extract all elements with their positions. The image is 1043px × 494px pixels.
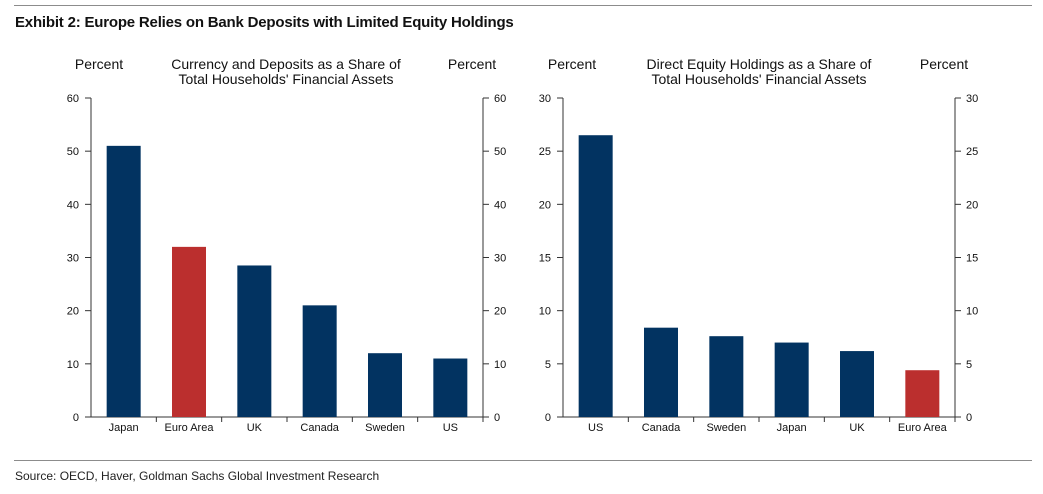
deposits-ytick-label-left: 20 <box>67 306 79 318</box>
deposits-chart: Percent Percent Currency and Deposits as a… <box>67 56 507 434</box>
deposits-bar-canada <box>302 305 337 417</box>
equity-ytick-label-right: 0 <box>966 412 972 424</box>
equity-xtick-label: Canada <box>642 422 681 434</box>
deposits-ytick-label-right: 60 <box>494 93 506 105</box>
deposits-ytick-label-right: 10 <box>494 359 506 371</box>
deposits-ylabel-right: Percent <box>448 56 496 72</box>
deposits-xtick-label: Sweden <box>365 422 405 434</box>
equity-xtick-label: Euro Area <box>898 422 948 434</box>
bottom-rule <box>14 460 1032 461</box>
equity-ytick-label-right: 5 <box>966 359 972 371</box>
equity-bar-euro-area <box>905 370 940 417</box>
deposits-bar-japan <box>106 145 141 417</box>
equity-title-line-2: Total Households' Financial Assets <box>651 71 866 87</box>
source-note: Source: OECD, Haver, Goldman Sachs Globa… <box>15 469 380 483</box>
deposits-bar-sweden <box>368 353 402 417</box>
equity-xtick-label: US <box>588 422 603 434</box>
deposits-ytick-label-right: 30 <box>494 253 506 265</box>
equity-ytick-label-left: 10 <box>539 306 551 318</box>
equity-bar-uk <box>840 351 874 417</box>
equity-ytick-label-left: 25 <box>539 146 551 158</box>
equity-bar-sweden <box>709 336 744 417</box>
equity-ytick-label-left: 0 <box>545 412 551 424</box>
deposits-bar-euro-area <box>172 246 206 417</box>
deposits-ytick-label-left: 30 <box>67 253 79 265</box>
exhibit-title: Exhibit 2: Europe Relies on Bank Deposit… <box>15 14 514 31</box>
deposits-ytick-label-right: 0 <box>494 412 500 424</box>
equity-ytick-label-right: 15 <box>966 253 978 265</box>
deposits-xtick-label: US <box>443 422 458 434</box>
equity-ylabel-left: Percent <box>548 56 596 72</box>
deposits-ytick-label-left: 40 <box>67 199 79 211</box>
equity-xtick-label: Sweden <box>706 422 746 434</box>
equity-chart: Percent Percent Direct Equity Holdings as … <box>539 56 979 434</box>
equity-ylabel-right: Percent <box>920 56 968 72</box>
equity-ytick-label-left: 15 <box>539 253 551 265</box>
equity-bar-canada <box>644 327 678 417</box>
equity-ytick-label-left: 5 <box>545 359 551 371</box>
deposits-bar-uk <box>237 265 272 417</box>
deposits-title-line-1: Currency and Deposits as a Share of <box>171 56 401 72</box>
equity-ytick-label-left: 30 <box>539 93 551 105</box>
deposits-ytick-label-left: 0 <box>73 412 79 424</box>
deposits-ytick-label-right: 50 <box>494 146 506 158</box>
equity-xtick-label: UK <box>849 422 865 434</box>
equity-ytick-label-right: 10 <box>966 306 978 318</box>
deposits-xtick-label: UK <box>247 422 263 434</box>
equity-title-line-1: Direct Equity Holdings as a Share of <box>647 56 872 72</box>
deposits-bar-us <box>433 358 468 417</box>
equity-bar-japan <box>774 342 809 417</box>
equity-ytick-label-right: 20 <box>966 199 978 211</box>
deposits-xtick-label: Canada <box>300 422 339 434</box>
top-rule <box>14 5 1032 6</box>
equity-ytick-label-right: 30 <box>966 93 978 105</box>
deposits-ytick-label-left: 60 <box>67 93 79 105</box>
deposits-ytick-label-left: 50 <box>67 146 79 158</box>
deposits-ytick-label-right: 40 <box>494 199 506 211</box>
equity-ytick-label-right: 25 <box>966 146 978 158</box>
deposits-xtick-label: Euro Area <box>165 422 215 434</box>
deposits-ylabel-left: Percent <box>75 56 123 72</box>
equity-xtick-label: Japan <box>777 422 807 434</box>
deposits-xtick-label: Japan <box>109 422 139 434</box>
deposits-ytick-label-right: 20 <box>494 306 506 318</box>
deposits-title-line-2: Total Households' Financial Assets <box>178 71 393 87</box>
equity-bar-us <box>578 135 613 417</box>
equity-ytick-label-left: 20 <box>539 199 551 211</box>
deposits-ytick-label-left: 10 <box>67 359 79 371</box>
